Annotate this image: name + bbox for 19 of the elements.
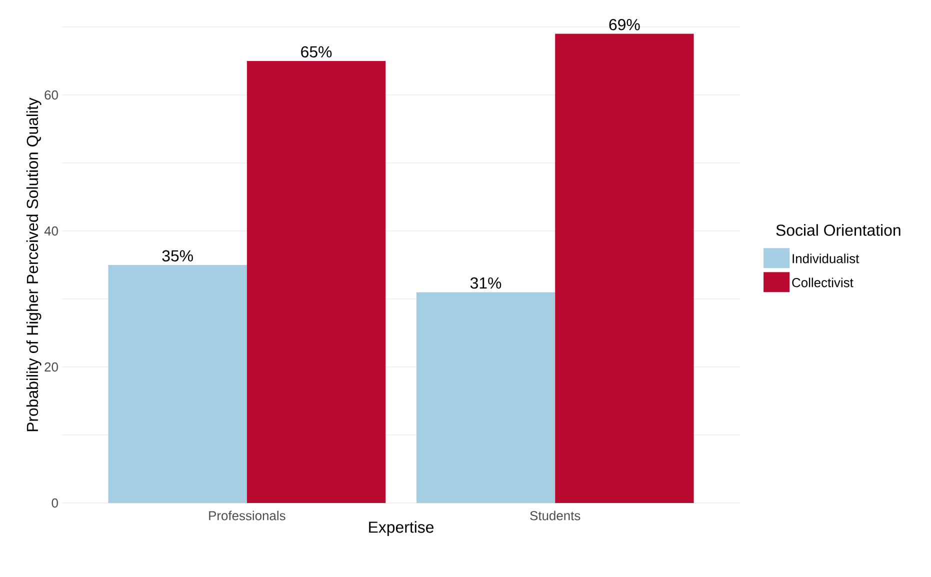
legend-title: Social Orientation bbox=[776, 224, 900, 236]
data-label: 35% bbox=[162, 250, 193, 262]
bar bbox=[246, 61, 386, 503]
legend-label: Collectivist bbox=[792, 278, 854, 288]
y-tick-label: 60 bbox=[44, 90, 58, 100]
bar bbox=[416, 292, 556, 503]
y-tick-label: 20 bbox=[44, 362, 58, 372]
data-label: 31% bbox=[470, 277, 502, 289]
data-label: 65% bbox=[301, 46, 332, 58]
bar bbox=[555, 34, 694, 503]
legend-label: Individualist bbox=[792, 254, 860, 264]
x-tick-label: Students bbox=[530, 510, 580, 520]
data-label: 69% bbox=[609, 19, 640, 30]
y-tick-label: 0 bbox=[52, 498, 58, 508]
y-tick-label: 40 bbox=[44, 226, 58, 236]
x-axis-title: Expertise bbox=[369, 521, 434, 536]
x-tick-label: Professionals bbox=[209, 510, 286, 520]
bar bbox=[108, 265, 247, 503]
y-axis-title: Probability of Higher Perceived Solution Quality bbox=[26, 98, 42, 432]
